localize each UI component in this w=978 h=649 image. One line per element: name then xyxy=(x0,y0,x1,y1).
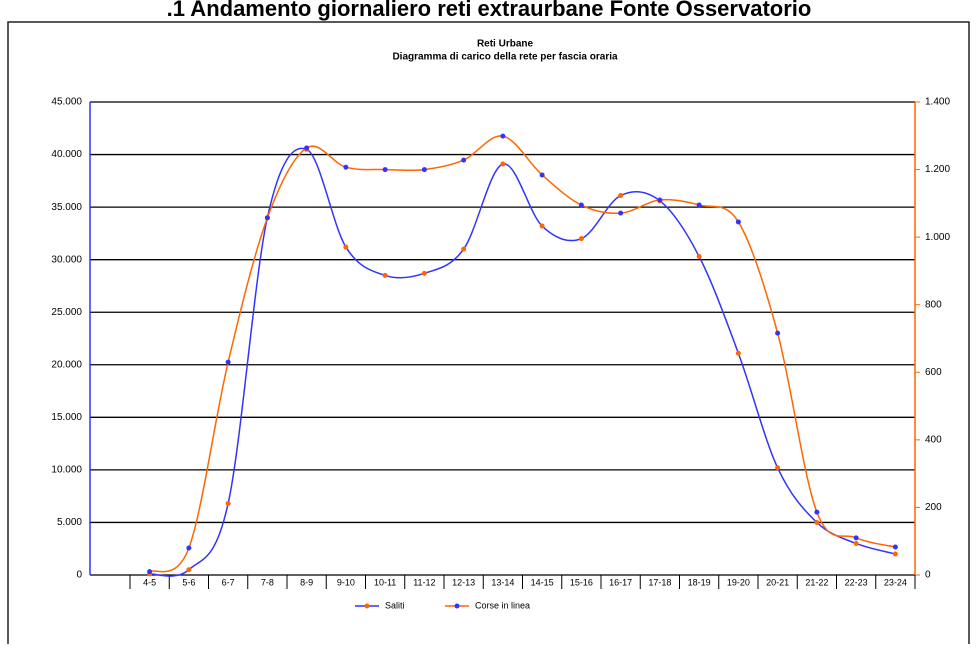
x-tick-label: 13-14 xyxy=(491,577,514,587)
series-marker xyxy=(853,535,859,541)
x-tick-label: 12-13 xyxy=(452,577,475,587)
y-tick-label: 40.000 xyxy=(51,149,82,160)
x-tick-label: 8-9 xyxy=(300,577,313,587)
x-tick-label: 19-20 xyxy=(727,577,750,587)
series-marker xyxy=(735,219,741,225)
y2-tick-label: 1.400 xyxy=(925,97,950,108)
series-marker xyxy=(735,350,741,356)
series-marker xyxy=(421,167,427,173)
series-marker xyxy=(421,270,427,276)
y-tick-label: 15.000 xyxy=(51,412,82,423)
series-marker xyxy=(343,244,349,250)
y2-tick-label: 1.000 xyxy=(925,232,950,243)
series-marker xyxy=(304,145,310,151)
series-marker xyxy=(775,330,781,336)
series-marker xyxy=(578,202,584,208)
y-tick-label: 35.000 xyxy=(51,202,82,213)
series-marker xyxy=(892,544,898,550)
series-marker xyxy=(500,133,506,139)
x-tick-label: 16-17 xyxy=(609,577,632,587)
series-marker xyxy=(186,545,192,551)
x-tick-label: 20-21 xyxy=(766,577,789,587)
series-marker xyxy=(853,540,859,546)
x-tick-label: 18-19 xyxy=(688,577,711,587)
series-marker xyxy=(500,161,506,167)
series-marker xyxy=(264,215,270,221)
x-tick-label: 21-22 xyxy=(805,577,828,587)
series-marker xyxy=(225,359,231,365)
x-tick-label: 15-16 xyxy=(570,577,593,587)
series-marker xyxy=(539,172,545,178)
legend-marker xyxy=(454,603,460,609)
series-marker xyxy=(382,272,388,278)
y-tick-label: 45.000 xyxy=(51,97,82,108)
series-marker xyxy=(461,157,467,163)
x-tick-label: 6-7 xyxy=(222,577,235,587)
series-marker xyxy=(814,509,820,515)
x-tick-label: 14-15 xyxy=(531,577,554,587)
x-tick-label: 10-11 xyxy=(374,577,396,587)
x-tick-label: 9-10 xyxy=(337,577,355,587)
x-tick-label: 22-23 xyxy=(845,577,868,587)
x-tick-label: 7-8 xyxy=(261,577,274,587)
y-tick-label: 30.000 xyxy=(51,254,82,265)
series-marker xyxy=(539,223,545,229)
series-marker xyxy=(343,164,349,170)
y2-tick-label: 400 xyxy=(925,434,942,445)
series-marker xyxy=(775,465,781,471)
series-marker xyxy=(618,210,624,216)
series-marker xyxy=(147,569,153,575)
series-line xyxy=(149,135,896,573)
x-tick-label: 11-12 xyxy=(413,577,435,587)
series-marker xyxy=(814,519,820,525)
y2-tick-label: 0 xyxy=(925,570,931,581)
y-tick-label: 25.000 xyxy=(51,307,82,318)
y-tick-label: 10.000 xyxy=(51,465,82,476)
series-line xyxy=(149,147,896,577)
series-marker xyxy=(696,254,702,260)
series-marker xyxy=(892,551,898,557)
series-marker xyxy=(578,236,584,242)
series-marker xyxy=(618,193,624,199)
page-heading: .1 Andamento giornaliero reti extraurban… xyxy=(167,0,812,21)
legend-label: Corse in linea xyxy=(475,600,530,610)
series-marker xyxy=(225,501,231,507)
legend-marker xyxy=(364,603,370,609)
series-marker xyxy=(696,202,702,208)
y-tick-label: 20.000 xyxy=(51,359,82,370)
y2-tick-label: 800 xyxy=(925,299,942,310)
x-tick-label: 17-18 xyxy=(648,577,671,587)
x-tick-label: 23-24 xyxy=(884,577,907,587)
y-tick-label: 5.000 xyxy=(57,517,82,528)
chart-subtitle: Diagramma di carico della rete per fasci… xyxy=(392,52,618,63)
y2-tick-label: 200 xyxy=(925,502,942,513)
chart-frame xyxy=(7,21,970,649)
legend-label: Saliti xyxy=(385,600,405,610)
series-marker xyxy=(382,167,388,173)
chart-title: Reti Urbane xyxy=(477,39,534,50)
series-marker xyxy=(657,197,663,203)
series-marker xyxy=(186,567,192,573)
y2-tick-label: 1.200 xyxy=(925,164,950,175)
y2-tick-label: 600 xyxy=(925,367,942,378)
y-tick-label: 0 xyxy=(76,570,82,581)
x-tick-label: 4-5 xyxy=(143,577,156,587)
x-tick-label: 5-6 xyxy=(182,577,195,587)
series-marker xyxy=(461,246,467,252)
